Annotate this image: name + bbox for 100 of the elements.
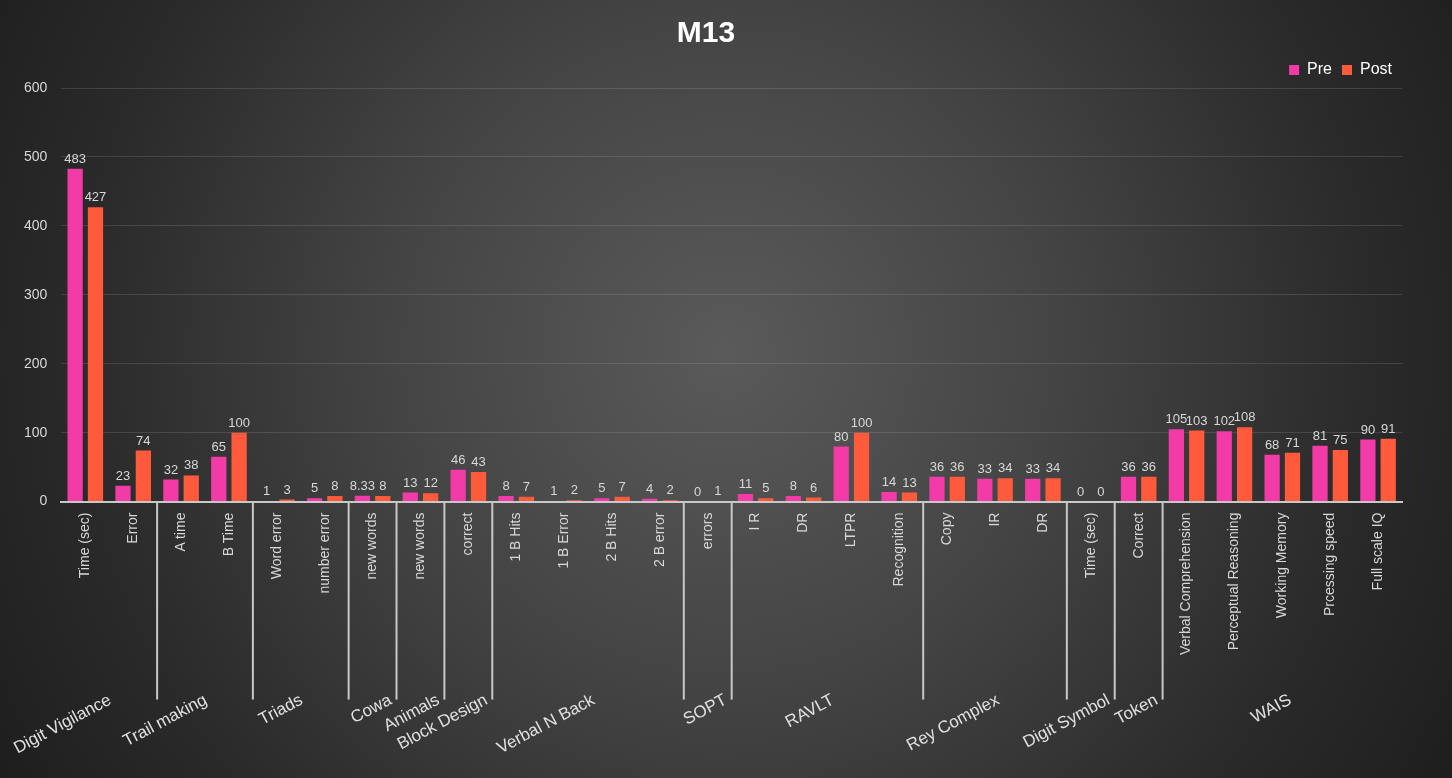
data-label: 23 bbox=[115, 467, 131, 483]
bar bbox=[929, 476, 945, 502]
data-label: 5 bbox=[310, 480, 319, 496]
bar bbox=[231, 432, 247, 502]
bar bbox=[423, 493, 439, 502]
data-label: 11 bbox=[738, 476, 753, 492]
data-label: 65 bbox=[211, 438, 226, 454]
bar bbox=[758, 498, 774, 502]
x-tick-label: DR bbox=[794, 512, 811, 533]
text: Triads bbox=[255, 689, 306, 729]
data-label: 7 bbox=[618, 478, 626, 494]
x-tick-label: 1 B Hits bbox=[507, 512, 524, 562]
data-label: 71 bbox=[1285, 434, 1300, 450]
data-label: 33 bbox=[1025, 460, 1040, 476]
data-label: 74 bbox=[136, 432, 151, 448]
x-tick-label: 2 B error bbox=[650, 512, 667, 568]
text: Token bbox=[1111, 689, 1161, 729]
bar bbox=[498, 496, 514, 502]
data-label: 4 bbox=[646, 480, 654, 496]
bar bbox=[1236, 427, 1253, 502]
data-label: 12 bbox=[423, 475, 438, 491]
data-label: 14 bbox=[881, 474, 897, 490]
data-label: 36 bbox=[1141, 458, 1157, 474]
data-label: 13 bbox=[902, 474, 917, 490]
data-label: 1 bbox=[714, 482, 722, 498]
bar bbox=[901, 492, 918, 502]
x-tick-label: A time bbox=[171, 512, 188, 552]
y-tick-label: 100 bbox=[24, 423, 48, 440]
data-label: 483 bbox=[64, 150, 86, 166]
data-label: 7 bbox=[522, 478, 531, 494]
x-tick-label: new words bbox=[411, 512, 428, 580]
x-tick-label: IR bbox=[985, 512, 1002, 527]
x-tick-label: new words bbox=[363, 512, 380, 580]
bar bbox=[327, 496, 343, 502]
bar bbox=[785, 496, 801, 502]
data-label: 5 bbox=[598, 480, 606, 496]
data-label: 0 bbox=[693, 483, 702, 499]
x-tick-label: Prcessing speed bbox=[1321, 512, 1338, 617]
data-label: 1 bbox=[550, 482, 558, 498]
bar bbox=[354, 495, 371, 502]
data-label: 68 bbox=[1264, 436, 1280, 452]
bar bbox=[881, 491, 897, 502]
x-tick-label: Perceptual Reasoning bbox=[1225, 512, 1242, 651]
x-tick-label: correct bbox=[459, 512, 476, 556]
data-label: 36 bbox=[1121, 458, 1136, 474]
data-label: 5 bbox=[762, 480, 770, 496]
bar bbox=[806, 497, 822, 502]
data-label: 34 bbox=[1045, 460, 1061, 476]
x-tick-label: Recognition bbox=[890, 512, 907, 587]
data-label: 1 bbox=[263, 482, 271, 498]
data-label: 2 bbox=[666, 482, 674, 498]
bar bbox=[949, 476, 965, 502]
x-tick-label: errors bbox=[698, 512, 715, 550]
data-label: 105 bbox=[1165, 411, 1188, 427]
bar bbox=[1284, 452, 1301, 502]
bar bbox=[1120, 476, 1137, 502]
bar bbox=[977, 478, 993, 502]
bar bbox=[1216, 431, 1232, 502]
bar bbox=[1380, 438, 1396, 502]
bar bbox=[853, 432, 870, 502]
bar bbox=[737, 494, 754, 502]
legend-label: Pre bbox=[1307, 60, 1333, 78]
data-label: 0 bbox=[1076, 483, 1085, 499]
y-tick-label: 500 bbox=[24, 147, 48, 164]
x-tick-label: number error bbox=[315, 512, 332, 594]
data-label: 100 bbox=[850, 414, 873, 430]
bar bbox=[1168, 429, 1184, 502]
bar bbox=[1332, 449, 1348, 502]
x-tick-label: Correct bbox=[1129, 512, 1146, 559]
data-label: 36 bbox=[950, 458, 965, 474]
bar bbox=[470, 471, 487, 502]
bar bbox=[87, 207, 104, 502]
data-label: 100 bbox=[228, 414, 250, 430]
x-tick-label: Copy bbox=[938, 512, 954, 546]
x-tick-label: Verbal Comprehension bbox=[1177, 512, 1194, 655]
x-tick-label: 1 B Error bbox=[554, 512, 571, 569]
bar bbox=[1025, 478, 1041, 502]
y-tick-label: 400 bbox=[24, 216, 48, 233]
data-label: 33 bbox=[977, 460, 993, 476]
x-tick-label: I R bbox=[746, 512, 763, 531]
data-label: 46 bbox=[450, 451, 466, 467]
data-label: 38 bbox=[184, 457, 199, 473]
text: WAIS bbox=[1247, 689, 1295, 727]
bar bbox=[1141, 476, 1157, 502]
x-tick-label: Time (sec) bbox=[76, 512, 93, 579]
data-label: 8 bbox=[789, 478, 797, 494]
data-label: 8 bbox=[331, 478, 339, 494]
data-label: 75 bbox=[1333, 431, 1348, 447]
x-tick-label: Word error bbox=[267, 512, 284, 580]
x-tick-label: 2 B Hits bbox=[602, 512, 619, 562]
data-label: 90 bbox=[1360, 421, 1376, 437]
x-tick-label: Error bbox=[124, 512, 141, 544]
data-label: 91 bbox=[1381, 420, 1396, 436]
bar bbox=[614, 496, 630, 502]
bar bbox=[518, 496, 535, 502]
data-label: 36 bbox=[929, 458, 945, 474]
bar bbox=[450, 469, 466, 502]
bar bbox=[211, 456, 227, 502]
data-label: 427 bbox=[84, 189, 107, 205]
bar bbox=[1189, 430, 1205, 502]
